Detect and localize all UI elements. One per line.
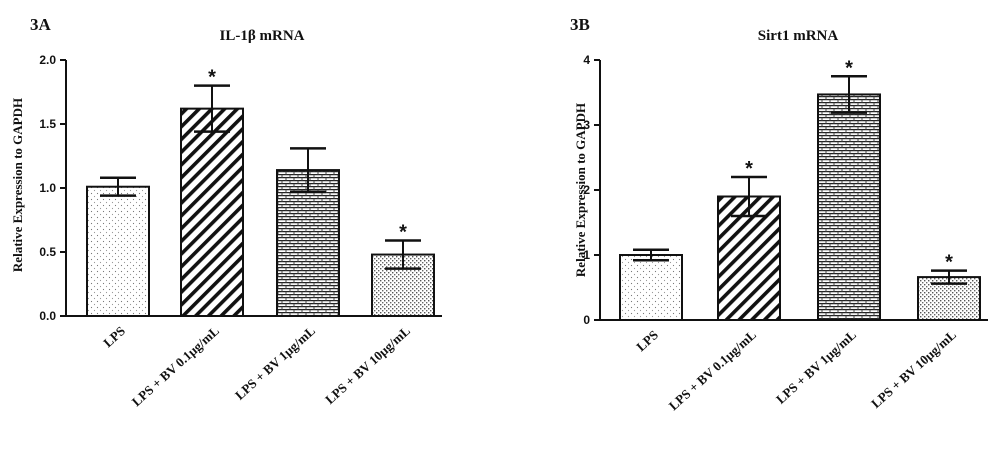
- chart-panel-3a: 3A IL-1β mRNA Relative Expression to GAP…: [10, 15, 442, 409]
- chart-panel-3b: 3B Sirt1 mRNA Relative Expression to GAP…: [570, 15, 988, 413]
- x-tick-label: LPS: [633, 327, 661, 354]
- y-tick-label: 3: [583, 118, 590, 132]
- significance-star: *: [945, 252, 953, 274]
- bar: [817, 93, 881, 321]
- y-tick-label: 2: [583, 183, 590, 197]
- y-tick-label: 0.0: [39, 309, 56, 323]
- bar: [276, 169, 340, 317]
- significance-star: *: [745, 158, 753, 180]
- x-tick-label: LPS + BV 0.1μg/mL: [666, 327, 760, 413]
- x-tick-label: LPS + BV 10μg/mL: [322, 323, 413, 407]
- x-tick-label: LPS: [100, 323, 128, 350]
- x-tick-label: LPS + BV 1μg/mL: [232, 323, 318, 403]
- y-tick-label: 4: [583, 53, 590, 67]
- y-axis-label: Relative Expression to GAPDH: [10, 98, 25, 272]
- significance-star: *: [845, 57, 853, 79]
- chart-title: IL-1β mRNA: [220, 28, 305, 44]
- y-tick-label: 1.0: [39, 181, 56, 195]
- bar: [619, 254, 683, 321]
- y-tick-label: 1.5: [39, 117, 56, 131]
- y-tick-label: 1: [583, 248, 590, 262]
- bar: [86, 185, 150, 317]
- y-tick-label: 0: [583, 313, 590, 327]
- y-tick-label: 0.5: [39, 245, 56, 259]
- bar: [180, 107, 244, 317]
- x-tick-label: LPS + BV 10μg/mL: [868, 327, 959, 411]
- panel-label: 3B: [570, 15, 590, 34]
- chart-marks: 0 1 2 3 4 LPS * LPS + BV 0.1μg/mL * LPS + BV 1μg/…: [583, 53, 988, 413]
- x-tick-label: LPS + BV 0.1μg/mL: [129, 323, 223, 409]
- x-tick-label: LPS + BV 1μg/mL: [773, 327, 859, 407]
- y-axis-label: Relative Expression to GAPDH: [573, 103, 588, 277]
- panel-label: 3A: [30, 15, 52, 34]
- y-tick-label: 2.0: [39, 53, 56, 67]
- chart-title: Sirt1 mRNA: [758, 28, 839, 44]
- significance-star: *: [208, 67, 216, 89]
- significance-star: *: [399, 221, 407, 243]
